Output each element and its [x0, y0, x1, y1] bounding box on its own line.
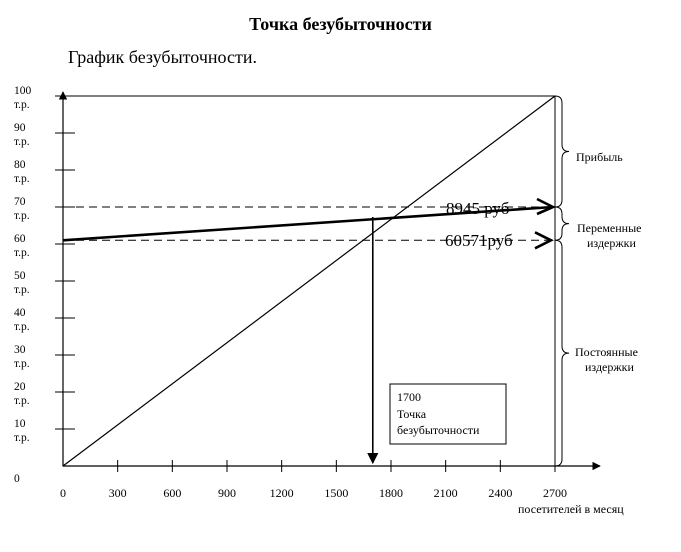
y-tick-label: 100 — [14, 85, 32, 97]
fixed-costs-arrowhead — [534, 231, 554, 250]
page-title: Точка безубыточности — [249, 14, 432, 34]
x-tick-label: 2700 — [543, 486, 567, 500]
y-tick-unit: т.р. — [14, 99, 30, 111]
y-tick-label: 60 — [14, 233, 26, 245]
chart-series — [62, 95, 570, 467]
y-tick-label: 20 — [14, 381, 26, 393]
y-tick-unit: т.р. — [14, 136, 30, 148]
y-tick-label: 90 — [14, 122, 26, 134]
x-tick-label: 1200 — [270, 486, 294, 500]
y-tick-unit: т.р. — [14, 210, 30, 222]
fixed-costs-value: 60571руб — [445, 231, 513, 250]
y-tick-label: 50 — [14, 270, 26, 282]
x-axis-label: посетителей в месяц — [518, 502, 624, 516]
x-tick-label: 1500 — [324, 486, 348, 500]
chart-subtitle: График безубыточности. — [68, 47, 257, 67]
y-tick-unit: т.р. — [14, 432, 30, 444]
brace-label-fixed-costs-line2: издержки — [585, 360, 634, 374]
y-tick-unit: т.р. — [14, 358, 30, 370]
y-tick-label: 0 — [14, 473, 20, 485]
y-tick-unit: т.р. — [14, 247, 30, 259]
series-total-costs-line — [62, 205, 554, 242]
x-tick-label: 600 — [163, 486, 181, 500]
x-tick-label: 0 — [60, 486, 66, 500]
break-even-box — [389, 383, 507, 445]
y-tick-label: 40 — [14, 307, 26, 319]
x-tick-label: 2400 — [488, 486, 512, 500]
chart-labels: 0 300 600 900 1200 1500 1800 2100 2400 2700100т.р… — [14, 85, 567, 500]
x-tick-label: 2100 — [434, 486, 458, 500]
brace-label-profit: Прибыль — [576, 150, 623, 164]
x-tick-label: 1800 — [379, 486, 403, 500]
brace-profit — [554, 95, 570, 208]
brace-label-variable-costs-line2: издержки — [587, 236, 636, 250]
brace-label-fixed-costs: Постоянные — [575, 345, 638, 359]
y-tick-unit: т.р. — [14, 321, 30, 333]
break-even-value: 1700 — [397, 390, 421, 404]
variable-costs-value: 8945 руб — [446, 199, 509, 218]
break-even-label: Точка — [397, 407, 427, 421]
y-tick-label: 30 — [14, 344, 26, 356]
y-tick-unit: т.р. — [14, 173, 30, 185]
y-tick-unit: т.р. — [14, 395, 30, 407]
axis-ticks — [55, 95, 556, 472]
y-tick-label: 80 — [14, 159, 26, 171]
x-tick-label: 900 — [218, 486, 236, 500]
brace-variable-costs — [554, 206, 570, 241]
series-revenue-line — [62, 95, 556, 467]
y-tick-unit: т.р. — [14, 284, 30, 296]
x-tick-label: 300 — [109, 486, 127, 500]
break-even-label-line2: безубыточности — [397, 423, 480, 437]
total-costs-arrowhead — [536, 197, 557, 216]
y-tick-label: 10 — [14, 418, 26, 430]
y-tick-label: 70 — [14, 196, 26, 208]
brace-label-variable-costs: Переменные — [577, 221, 641, 235]
brace-fixed-costs — [554, 239, 570, 467]
